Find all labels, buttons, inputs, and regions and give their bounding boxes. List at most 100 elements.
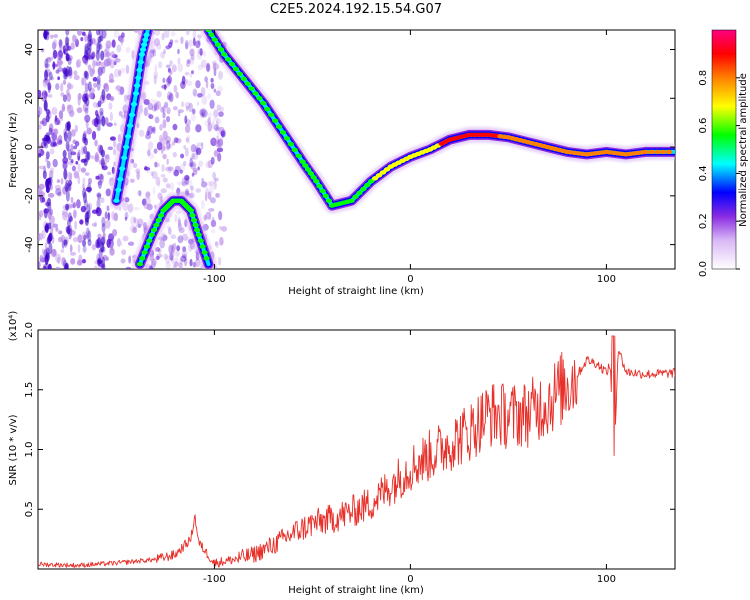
speckle-dot bbox=[210, 137, 217, 147]
ridge-core bbox=[244, 81, 251, 86]
speckle-dot bbox=[120, 67, 126, 74]
speckle-dot bbox=[94, 139, 98, 147]
ridge-core bbox=[193, 227, 201, 233]
speckle-dot bbox=[41, 248, 45, 255]
speckle-dot bbox=[172, 243, 177, 253]
speckle-dot bbox=[173, 169, 180, 177]
ridge-core bbox=[322, 193, 329, 199]
speckle-dot bbox=[82, 183, 85, 190]
speckle-dot bbox=[166, 77, 171, 87]
streak-dot bbox=[98, 30, 103, 39]
speckle-dot bbox=[200, 181, 208, 188]
speckle-dot bbox=[147, 125, 154, 135]
streak-dot bbox=[65, 190, 70, 202]
speckle-dot bbox=[70, 196, 74, 204]
snr-frame bbox=[37, 329, 676, 570]
streak-dot bbox=[87, 47, 92, 56]
speckle-dot bbox=[101, 30, 107, 39]
speckle-dot bbox=[57, 256, 61, 265]
speckle-dot bbox=[55, 266, 60, 269]
streak-dot bbox=[96, 258, 101, 266]
speckle-dot bbox=[165, 261, 171, 269]
speckle-dot bbox=[52, 158, 58, 168]
ridge-core bbox=[217, 47, 225, 52]
streak-dot bbox=[95, 49, 100, 61]
speckle-dot bbox=[78, 254, 83, 264]
speckle-dot bbox=[41, 117, 48, 127]
ridge-core bbox=[360, 186, 367, 192]
streak-dot bbox=[98, 43, 103, 50]
snr-plot-area bbox=[38, 335, 675, 569]
speckle-dot bbox=[113, 148, 117, 156]
ridge-core bbox=[356, 190, 363, 196]
speckle-dot bbox=[108, 102, 113, 110]
speckle-dot bbox=[185, 175, 190, 186]
streak-dot bbox=[100, 241, 105, 253]
speckle-dot bbox=[181, 249, 188, 257]
speckle-dot bbox=[164, 146, 171, 151]
speckle-dot bbox=[73, 70, 78, 76]
speckle-dot bbox=[75, 38, 79, 48]
speckle-dot bbox=[176, 245, 181, 252]
speckle-dot bbox=[199, 48, 203, 56]
speckle-dot bbox=[93, 39, 97, 46]
streak-dot bbox=[86, 52, 91, 61]
streak-dot bbox=[97, 193, 102, 200]
ridge-core bbox=[313, 179, 320, 184]
streak-dot bbox=[83, 95, 88, 105]
streak-dot bbox=[84, 137, 89, 146]
speckle-dot bbox=[160, 106, 165, 113]
speckle-dot bbox=[174, 213, 178, 223]
ridge-core bbox=[148, 232, 155, 238]
speckle-dot bbox=[167, 95, 170, 100]
speckle-dot bbox=[185, 237, 191, 242]
speckle-dot bbox=[201, 107, 206, 115]
ridge-core bbox=[187, 208, 195, 213]
speckle-dot bbox=[67, 55, 73, 61]
speckle-dot bbox=[172, 106, 178, 111]
speckle-dot bbox=[159, 239, 166, 249]
speckle-dot bbox=[168, 92, 174, 103]
speckle-dot bbox=[211, 120, 215, 130]
speckle-dot bbox=[41, 196, 46, 203]
speckle-dot bbox=[183, 145, 187, 150]
speckle-dot bbox=[192, 261, 197, 268]
streak-dot bbox=[96, 198, 101, 210]
speckle-dot bbox=[38, 142, 40, 147]
ridge-core bbox=[275, 124, 283, 129]
streak-dot bbox=[45, 132, 50, 139]
speckle-dot bbox=[169, 182, 175, 191]
speckle-dot bbox=[66, 45, 72, 51]
streak-dot bbox=[99, 35, 104, 42]
speckle-dot bbox=[192, 37, 196, 46]
streak-dot bbox=[45, 114, 50, 123]
speckle-dot bbox=[205, 63, 211, 73]
ridge-core bbox=[115, 187, 122, 193]
speckle-dot bbox=[62, 211, 69, 221]
streak-dot bbox=[44, 254, 49, 266]
speckle-dot bbox=[50, 76, 55, 81]
streak-dot bbox=[65, 30, 70, 36]
speckle-dot bbox=[163, 49, 166, 55]
speckle-dot bbox=[184, 115, 188, 124]
speckle-dot bbox=[177, 111, 181, 117]
speckle-dot bbox=[60, 92, 65, 97]
speckle-dot bbox=[162, 130, 168, 141]
streak-dot bbox=[65, 65, 70, 77]
speckle-dot bbox=[157, 248, 162, 254]
speckle-dot bbox=[70, 42, 75, 50]
speckle-dot bbox=[49, 148, 55, 155]
speckle-dot bbox=[219, 137, 224, 146]
speckle-dot bbox=[118, 110, 123, 117]
speckle-dot bbox=[175, 210, 181, 215]
ridge-core bbox=[190, 218, 198, 223]
ridge-core bbox=[383, 167, 391, 172]
streak-dot bbox=[86, 209, 91, 220]
speckle-dot bbox=[157, 192, 163, 200]
speckle-dot bbox=[165, 255, 171, 265]
snr-x-tick-label: 0 bbox=[407, 574, 413, 585]
ridge-core bbox=[316, 183, 323, 189]
streak-dot bbox=[47, 82, 52, 91]
speckle-dot bbox=[217, 156, 221, 161]
speckle-dot bbox=[170, 31, 176, 37]
